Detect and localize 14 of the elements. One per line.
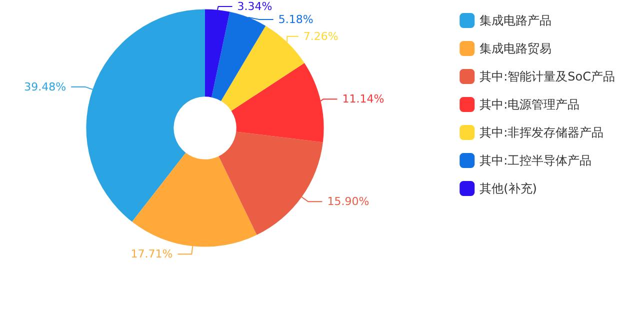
data-label: 5.18% bbox=[278, 13, 314, 26]
legend-label: 其中:智能计量及SoC产品 bbox=[480, 70, 616, 84]
legend-label: 其中:电源管理产品 bbox=[480, 98, 580, 112]
data-label: 17.71% bbox=[130, 248, 173, 261]
data-label: 7.26% bbox=[303, 30, 338, 43]
legend-label: 其他(补充) bbox=[480, 182, 537, 196]
legend-label: 其中:非挥发存储器产品 bbox=[480, 126, 604, 140]
data-label: 39.48% bbox=[24, 80, 66, 94]
legend-label: 集成电路贸易 bbox=[480, 42, 552, 56]
legend-label: 集成电路产品 bbox=[480, 14, 552, 28]
data-label: 3.34% bbox=[237, 0, 272, 13]
data-label: 11.14% bbox=[342, 92, 384, 106]
data-label: 15.90% bbox=[327, 195, 370, 208]
legend-label: 其中:工控半导体产品 bbox=[480, 154, 592, 168]
